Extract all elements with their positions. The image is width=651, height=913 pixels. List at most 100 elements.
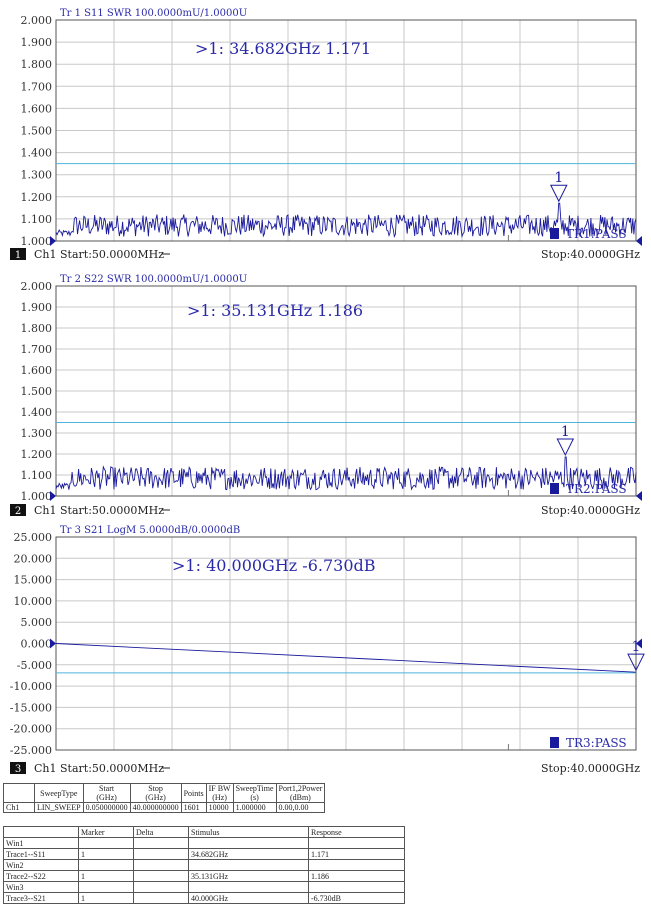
- y-tick-label: 1.000: [21, 490, 53, 503]
- settings-cell: 0.050000000: [82, 802, 131, 813]
- y-tick-label: -20.000: [10, 723, 52, 736]
- marker-triangle: [549, 184, 568, 203]
- settings-cell: 0.00,0.00: [275, 802, 326, 813]
- y-tick-label: 1.500: [21, 385, 53, 398]
- marker-cell: 35.131GHz: [188, 870, 309, 882]
- marker-cell: [308, 837, 405, 849]
- marker-header-cell: [3, 826, 79, 838]
- y-tick-label: 0.000: [21, 638, 53, 651]
- settings-header-cell: Start (GHz): [82, 783, 131, 803]
- y-tick-label: 1.700: [21, 343, 53, 356]
- marker-cell: Trace2--S22: [3, 870, 79, 882]
- settings-cell: Ch1: [3, 802, 35, 813]
- start-label: Ch1 Start:50.0000MHz: [34, 504, 164, 517]
- y-tick-label: -10.000: [10, 680, 52, 693]
- settings-header-cell: [3, 783, 35, 803]
- y-tick-label: 1.300: [21, 169, 53, 182]
- stop-label: Stop:40.0000GHz: [541, 504, 640, 517]
- marker-cell: [78, 837, 134, 849]
- trace-line: [55, 643, 637, 673]
- marker-cell: [78, 859, 134, 871]
- y-tick-label: 1.600: [21, 364, 53, 377]
- pass-square: [550, 228, 559, 239]
- pass-square: [550, 483, 559, 494]
- settings-cell: 10000: [205, 802, 234, 813]
- marker-row: Trace3--S21 1 40.000GHz -6.730dB: [3, 892, 405, 904]
- start-label: Ch1 Start:50.0000MHz: [34, 762, 164, 775]
- marker-header-cell: Delta: [133, 826, 189, 838]
- marker-table: Marker Delta Stimulus Response Win1 Trac…: [3, 826, 405, 904]
- reference-arrow-left: [50, 236, 56, 246]
- settings-cell: LIN_SWEEP: [34, 802, 84, 813]
- marker-header-row: Marker Delta Stimulus Response: [3, 826, 405, 838]
- marker-row: Trace2--S22 1 35.131GHz 1.186: [3, 870, 405, 882]
- marker-cell: 1: [78, 848, 134, 860]
- marker-cell: [188, 881, 309, 893]
- channel-number-box: [10, 504, 26, 516]
- settings-row: Ch1 LIN_SWEEP 0.050000000 40.000000000 1…: [3, 802, 326, 813]
- reference-arrow-right: [636, 491, 642, 501]
- marker-triangle: [627, 653, 645, 672]
- y-tick-label: 2.000: [21, 14, 53, 27]
- marker-cell: 1: [78, 870, 134, 882]
- marker-cell: 1: [78, 892, 134, 904]
- pass-label: TR3:PASS: [566, 736, 627, 750]
- marker-cell: Trace3--S21: [3, 892, 79, 904]
- marker-header-cell: Stimulus: [188, 826, 309, 838]
- stop-label: Stop:40.0000GHz: [541, 248, 640, 261]
- vna-plots: 2.000 1.900 1.800 1.700 1.600 1.500 1.400 1.300…: [10, 8, 645, 775]
- settings-header-cell: SweepTime (s): [232, 783, 277, 803]
- channel-number-box: [10, 762, 26, 774]
- marker-header-cell: Marker: [78, 826, 134, 838]
- settings-cell: 40.000000000: [129, 802, 182, 813]
- reference-arrow-right: [636, 236, 642, 246]
- trace-header: Tr 2 S22 SWR 100.0000mU/1.0000U: [60, 274, 247, 285]
- plot-frame: [55, 285, 637, 497]
- marker-row: Trace1--S11 1 34.682GHz 1.171: [3, 848, 405, 860]
- y-tick-label: 2.000: [21, 280, 53, 293]
- pass-square: [550, 737, 559, 748]
- channel-number-box: [10, 248, 26, 260]
- y-tick-label: 1.300: [21, 427, 53, 440]
- y-tick-label: -5.000: [17, 659, 52, 672]
- y-tick-label: 1.400: [21, 406, 53, 419]
- marker-row: Win1: [3, 837, 405, 849]
- settings-header-cell: SweepType: [34, 783, 84, 803]
- marker-number: 1: [554, 170, 563, 186]
- reference-arrow-right: [636, 638, 642, 649]
- y-tick-label: 1.800: [21, 58, 53, 71]
- settings-header-cell: Points: [180, 783, 207, 803]
- y-tick-label: 1.900: [21, 36, 53, 49]
- marker-cell: [133, 881, 189, 893]
- trace-header: Tr 3 S21 LogM 5.0000dB/0.0000dB: [60, 525, 240, 536]
- y-tick-label: 1.200: [21, 191, 53, 204]
- y-tick-label: 20.000: [14, 552, 53, 565]
- plot-frame: [55, 19, 637, 242]
- y-tick-label: 1.100: [21, 213, 53, 226]
- reference-arrow-left: [50, 491, 56, 501]
- marker-number: 1: [632, 639, 641, 655]
- y-tick-label: 1.600: [21, 102, 53, 115]
- trace-line: [55, 456, 637, 491]
- pass-label: TR1:PASS: [566, 227, 627, 241]
- y-tick-label: 10.000: [14, 595, 53, 608]
- marker-triangle: [556, 438, 575, 457]
- marker-cell: [308, 859, 405, 871]
- settings-header-cell: Stop (GHz): [129, 783, 182, 803]
- y-tick-label: 1.900: [21, 301, 53, 314]
- marker-cell: 34.682GHz: [188, 848, 309, 860]
- marker-readout: >1: 34.682GHz 1.171: [195, 39, 371, 58]
- y-tick-label: 1.700: [21, 80, 53, 93]
- channel-number: 3: [15, 764, 21, 775]
- settings-header-cell: Port1,2Power (dBm): [275, 783, 326, 803]
- channel-settings-table: SweepType Start (GHz) Stop (GHz) Points IF…: [3, 783, 326, 813]
- y-tick-label: 1.500: [21, 125, 53, 138]
- channel-number: 1: [15, 250, 21, 261]
- marker-cell: Trace1--S11: [3, 848, 79, 860]
- y-tick-label: 1.200: [21, 448, 53, 461]
- settings-cell: 1.000000: [232, 802, 277, 813]
- settings-cell: 1601: [180, 802, 207, 813]
- marker-row: Win2: [3, 859, 405, 871]
- marker-cell: [308, 881, 405, 893]
- marker-cell: [133, 892, 189, 904]
